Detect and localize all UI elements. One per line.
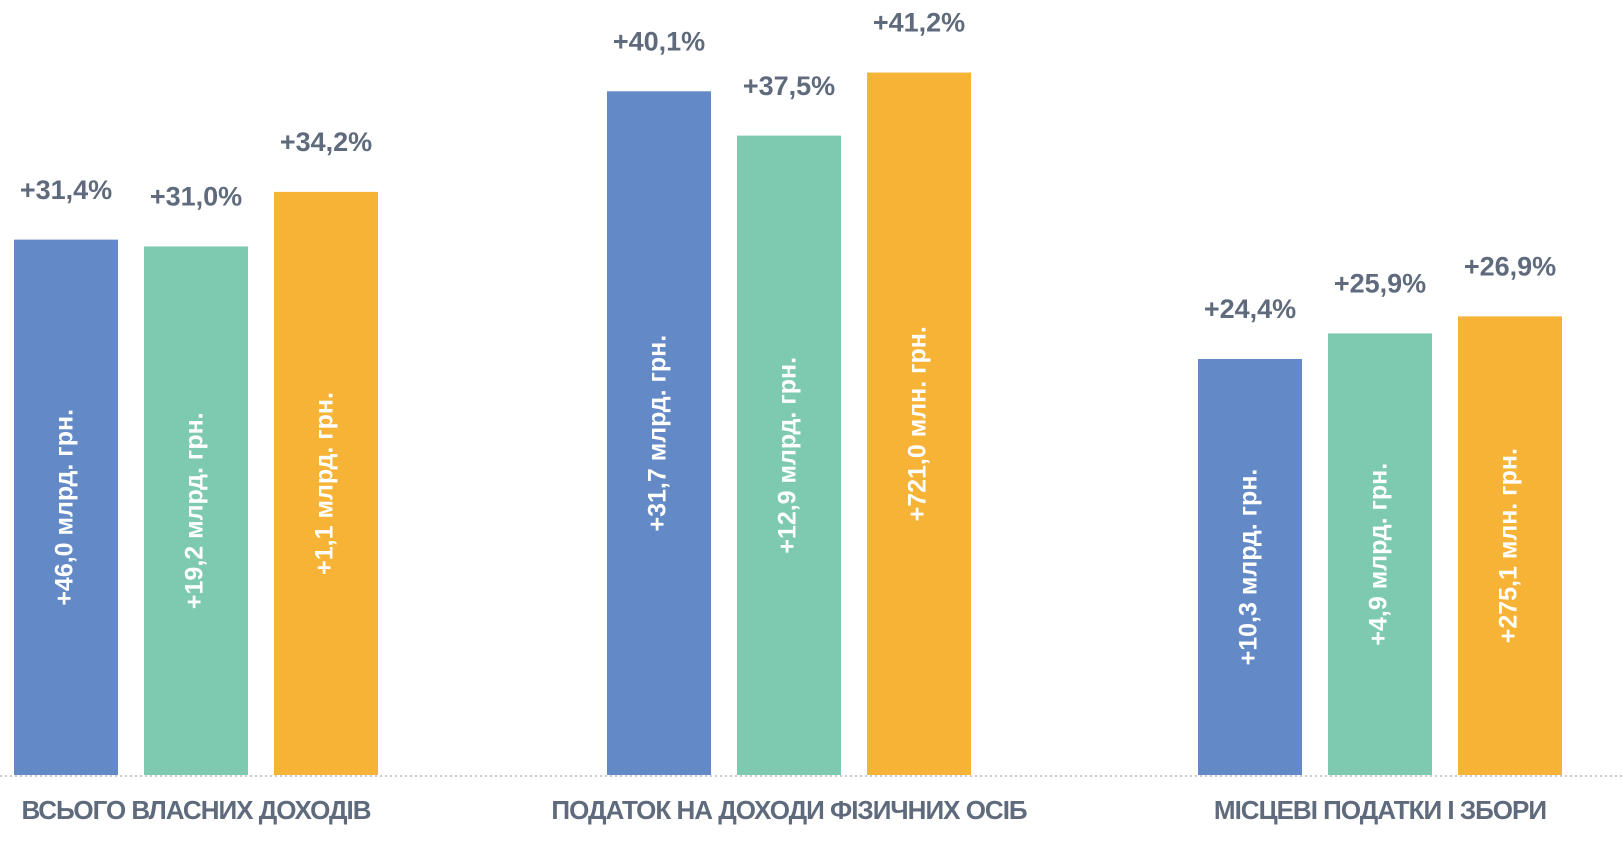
bar <box>1458 316 1562 775</box>
bar-amount-label: +31,7 млрд. грн. <box>644 335 672 532</box>
bar-amount-label: +46,0 млрд. грн. <box>51 409 79 606</box>
bar-amount-label: +1,1 млрд. грн. <box>311 392 339 575</box>
bar <box>1328 333 1432 775</box>
bar-amount-label: +12,9 млрд. грн. <box>774 357 802 554</box>
value-label: +26,9% <box>1464 251 1556 281</box>
value-label: +25,9% <box>1334 269 1426 299</box>
value-label: +41,2% <box>873 8 965 38</box>
bar-amount-label: +275,1 млн. грн. <box>1495 448 1523 643</box>
bar <box>274 191 378 775</box>
bar <box>1198 358 1302 775</box>
value-label: +24,4% <box>1204 294 1296 324</box>
value-label: +37,5% <box>743 71 835 101</box>
bar-amount-label: +10,3 млрд. грн. <box>1235 469 1263 666</box>
value-label: +34,2% <box>280 127 372 157</box>
bar-amount-label: +721,0 млн. грн. <box>904 326 932 521</box>
value-label: +31,0% <box>150 182 242 212</box>
value-label: +40,1% <box>613 26 705 56</box>
value-label: +31,4% <box>20 175 112 205</box>
category-label: ВСЬОГО ВЛАСНИХ ДОХОДІВ <box>21 795 370 825</box>
bar <box>737 135 841 775</box>
category-label: ПОДАТОК НА ДОХОДИ ФІЗИЧНИХ ОСІБ <box>551 795 1027 825</box>
bar <box>144 246 248 775</box>
bar <box>14 239 118 775</box>
bar <box>867 72 971 776</box>
bar-amount-label: +4,9 млрд. грн. <box>1365 463 1393 646</box>
bar-amount-label: +19,2 млрд. грн. <box>181 412 209 609</box>
bar <box>607 91 711 776</box>
category-label: МІСЦЕВІ ПОДАТКИ І ЗБОРИ <box>1214 795 1546 825</box>
